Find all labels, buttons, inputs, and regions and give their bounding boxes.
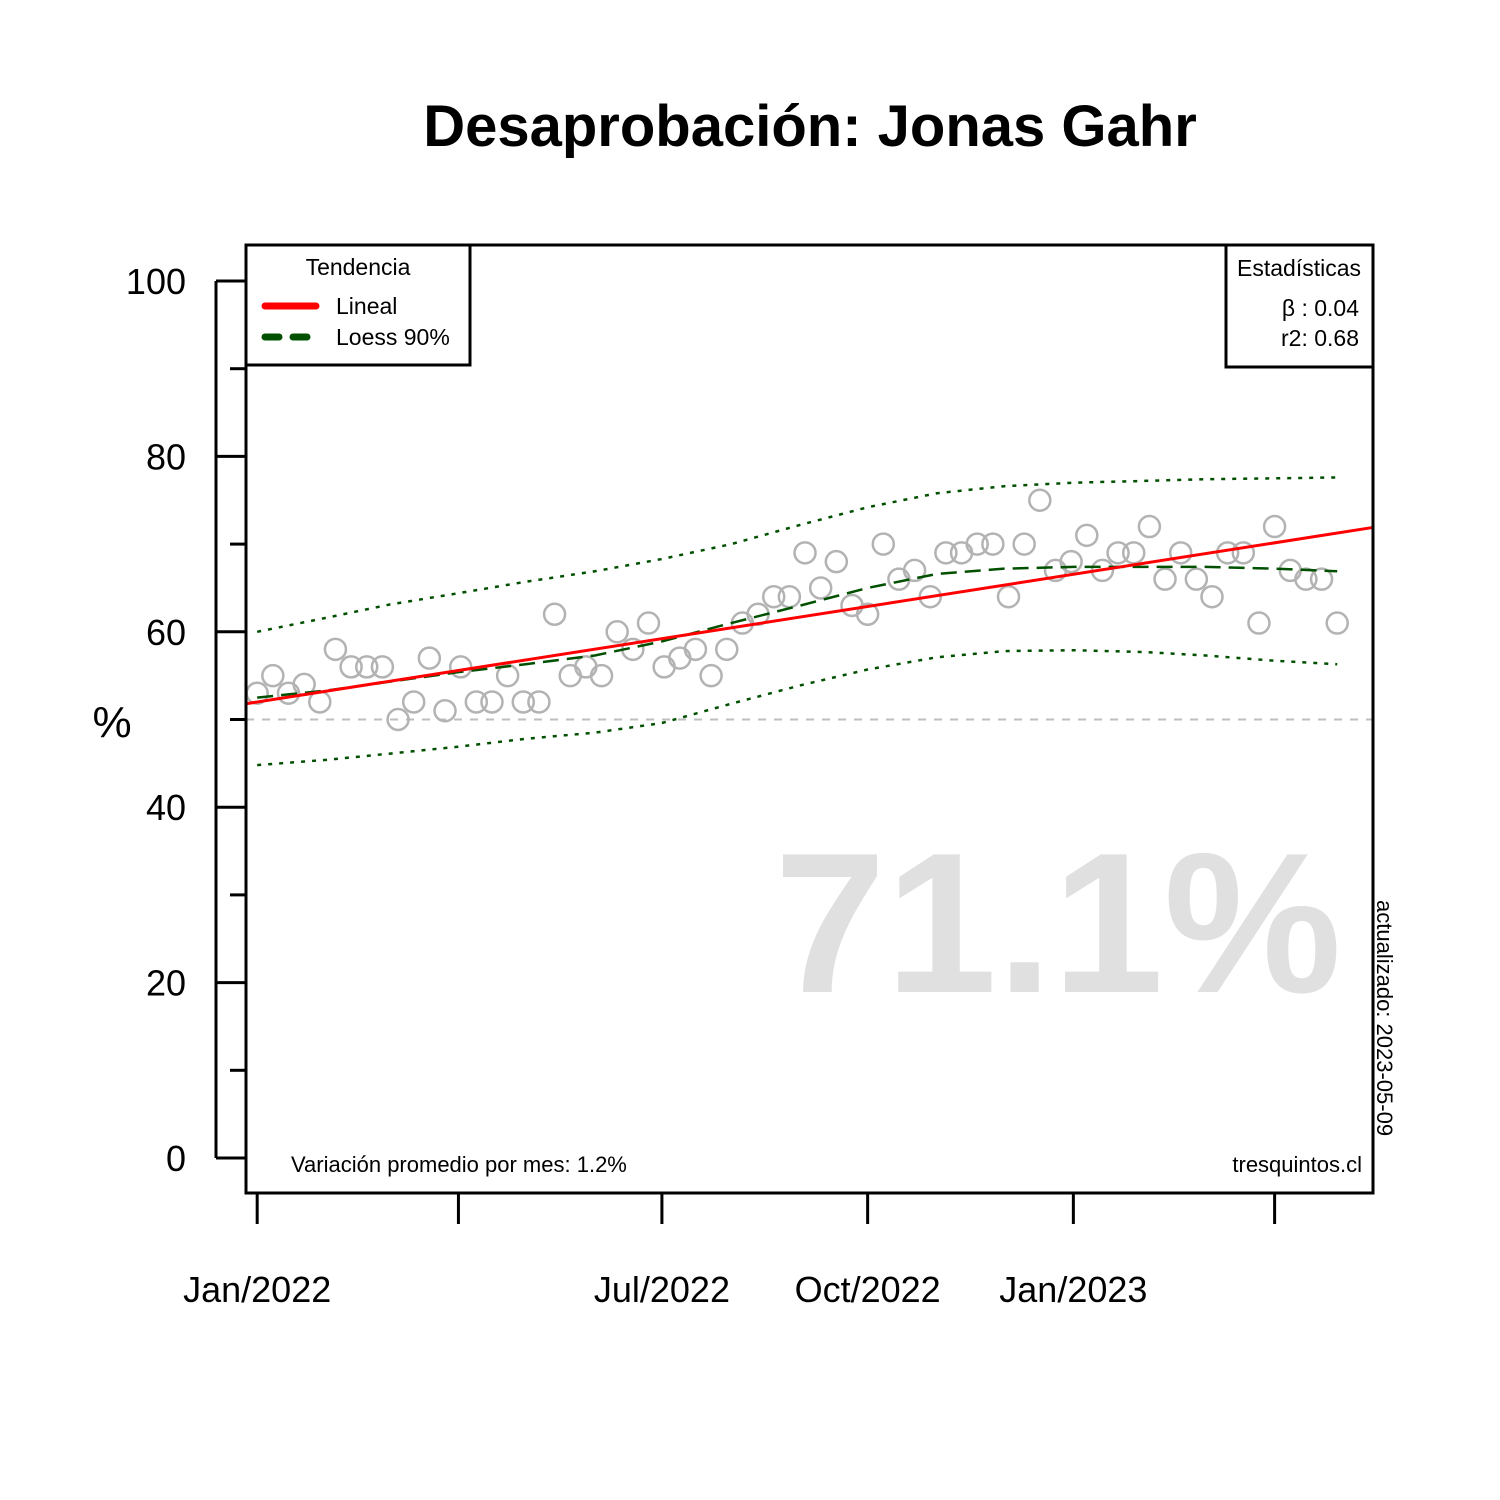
data-point bbox=[1325, 611, 1349, 635]
y-tick-label: 40 bbox=[146, 787, 186, 828]
data-point bbox=[699, 663, 723, 688]
data-point bbox=[855, 602, 880, 627]
y-tick-label: 80 bbox=[146, 436, 186, 477]
data-point bbox=[715, 637, 739, 662]
data-point bbox=[433, 698, 457, 723]
legend-title: Tendencia bbox=[306, 254, 411, 280]
data-point bbox=[542, 602, 567, 627]
data-point bbox=[1153, 567, 1177, 591]
chart-title: Desaprobación: Jonas Gahr bbox=[423, 94, 1197, 159]
data-point bbox=[401, 690, 426, 714]
data-point bbox=[981, 532, 1005, 556]
data-point bbox=[1168, 541, 1193, 565]
x-axis: Jan/2022 Jul/2022 Oct/2022 Jan/2023 bbox=[183, 1191, 1277, 1310]
trend-lines bbox=[245, 525, 1374, 706]
y-tick-label: 60 bbox=[146, 612, 186, 653]
legend: Tendencia Lineal Loess 90% bbox=[244, 243, 472, 367]
data-point bbox=[605, 620, 629, 644]
footer-source: tresquintos.cl bbox=[1232, 1152, 1362, 1177]
data-point bbox=[323, 637, 348, 662]
data-point bbox=[417, 646, 442, 670]
data-point bbox=[965, 532, 989, 556]
stats-beta: β : 0.04 bbox=[1282, 295, 1359, 321]
data-point bbox=[480, 690, 504, 714]
data-point bbox=[902, 558, 927, 583]
stats-box: Estadísticas β : 0.04 r2: 0.68 bbox=[1224, 243, 1375, 369]
big-value: 71.1% bbox=[774, 812, 1341, 1035]
loess-lower-band-line bbox=[257, 648, 1338, 767]
data-point bbox=[589, 663, 614, 688]
data-point bbox=[1012, 532, 1036, 556]
stats-box-frame bbox=[1224, 243, 1375, 369]
data-point bbox=[464, 690, 489, 714]
data-point bbox=[1262, 514, 1287, 539]
data-point bbox=[761, 584, 786, 609]
y-tick-label: 0 bbox=[166, 1138, 186, 1179]
loess-band bbox=[256, 476, 1338, 767]
data-point bbox=[1231, 541, 1256, 565]
data-point bbox=[996, 584, 1021, 609]
data-point bbox=[448, 655, 473, 679]
data-point bbox=[1075, 523, 1099, 548]
stats-r2: r2: 0.68 bbox=[1281, 325, 1359, 351]
data-point bbox=[824, 549, 849, 574]
data-point bbox=[1247, 611, 1271, 635]
x-tick-label: Jan/2022 bbox=[183, 1269, 331, 1310]
data-point bbox=[1200, 584, 1224, 609]
scatter-points bbox=[245, 488, 1349, 732]
data-point bbox=[511, 690, 536, 714]
data-point bbox=[636, 611, 661, 635]
y-axis: 0 20 40 60 80 100 bbox=[126, 261, 246, 1179]
data-point bbox=[793, 541, 817, 565]
data-point bbox=[1137, 514, 1162, 539]
data-point bbox=[370, 655, 395, 679]
x-tick-label: Jul/2022 bbox=[594, 1269, 730, 1310]
data-point bbox=[261, 663, 285, 688]
data-point bbox=[1294, 567, 1318, 591]
y-tick-label: 100 bbox=[126, 261, 186, 302]
data-point bbox=[1184, 567, 1209, 591]
data-point bbox=[1059, 549, 1083, 574]
data-point bbox=[1309, 567, 1334, 591]
data-point bbox=[339, 655, 363, 679]
data-point bbox=[527, 690, 551, 714]
data-point bbox=[1106, 541, 1130, 565]
data-point bbox=[1028, 488, 1052, 512]
stats-title: Estadísticas bbox=[1237, 255, 1361, 281]
footer-variation-note: Variación promedio por mes: 1.2% bbox=[291, 1152, 627, 1177]
x-tick-label: Jan/2023 bbox=[999, 1269, 1147, 1310]
data-point bbox=[918, 584, 942, 609]
data-point bbox=[386, 707, 410, 732]
data-point bbox=[355, 655, 379, 679]
linear-trend-line bbox=[245, 525, 1374, 706]
data-point bbox=[871, 532, 896, 556]
data-point bbox=[683, 637, 708, 662]
data-point bbox=[808, 576, 833, 600]
data-point bbox=[934, 541, 958, 565]
legend-label-linear: Lineal bbox=[336, 293, 397, 319]
y-axis-title: % bbox=[92, 698, 131, 747]
legend-label-loess: Loess 90% bbox=[336, 324, 450, 350]
x-tick-label: Oct/2022 bbox=[795, 1269, 941, 1310]
updated-date: actualizado: 2023-05-09 bbox=[1372, 900, 1397, 1136]
y-tick-label: 20 bbox=[146, 963, 186, 1004]
